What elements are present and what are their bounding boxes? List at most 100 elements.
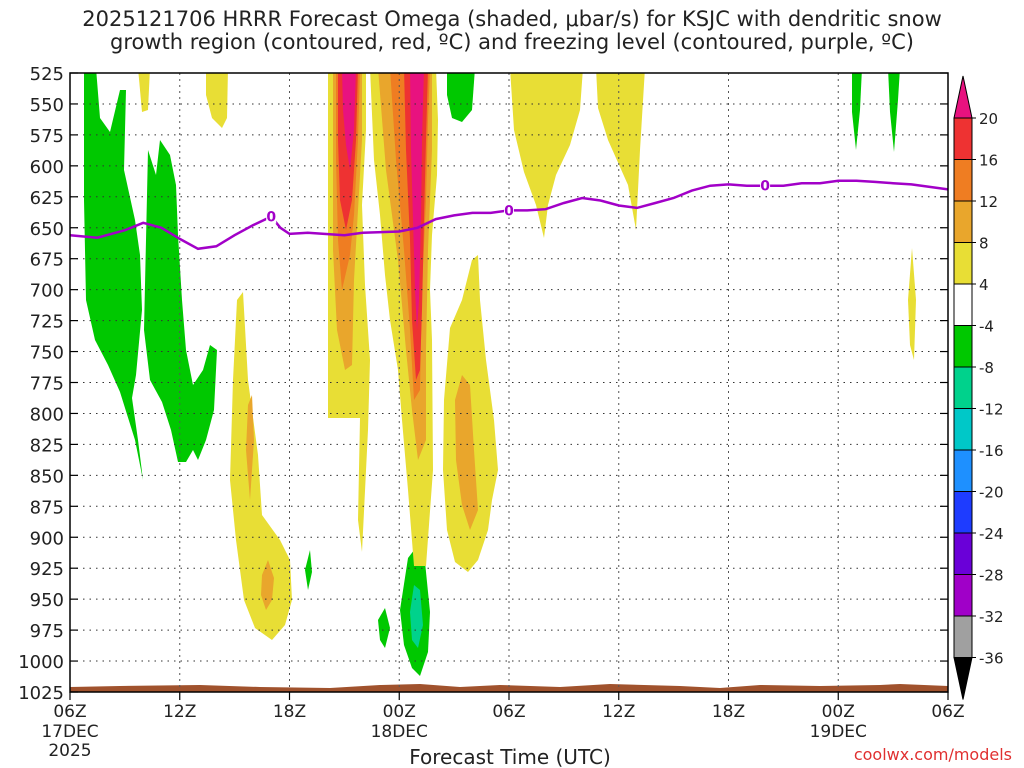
colorbar-segment [953,366,973,409]
y-tick-label: 925 [30,559,64,580]
y-tick-label: 775 [30,374,64,395]
colorbar-label: -20 [979,484,1004,502]
colorbar-label: -12 [979,401,1004,419]
y-tick-label: 750 [30,343,64,364]
y-tick-label: 625 [30,188,64,209]
colorbar-label: -8 [979,359,994,377]
x-tick-year-label: 2025 [48,741,91,761]
colorbar-segment [953,242,973,285]
omega-negative-region-small2 [378,608,390,648]
y-tick-label: 1025 [18,683,64,704]
y-tick-label: 600 [30,157,64,178]
omega-positive-level8-b [261,560,274,610]
freezing-level-label: 0 [504,203,514,219]
freezing-level-label-bg [760,177,771,193]
omega-positive-level20-a [342,73,356,170]
freezing-level-line [69,179,949,251]
omega-shading [84,73,916,676]
colorbar-label: -4 [979,318,994,336]
omega-positive-region-c [230,292,292,640]
y-tick-label: 975 [30,621,64,642]
x-tick-label: 06Z [53,702,86,722]
freezing-level-label: 0 [760,179,770,195]
omega-negative-region-right1 [852,73,862,150]
x-tick-label: 12Z [602,702,635,722]
colorbar-top-arrow [953,75,973,119]
x-tick-label: 06Z [492,702,525,722]
x-tick-label: 12Z [163,702,196,722]
y-tick-label: 1000 [18,652,64,673]
y-tick-label: 525 [30,64,64,85]
omega-negative-region-small1 [305,550,312,590]
omega-negative-region-left [84,73,143,480]
y-tick-label: 800 [30,404,64,425]
colorbar-label: 4 [979,276,989,294]
omega-negative-region-mid [144,140,217,462]
colorbar-bottom-arrow [953,657,973,700]
freezing-level-label-bg [266,208,277,224]
colorbar-segment [953,491,973,534]
freezing-level-label: 0 [266,210,276,226]
omega-negative-core-low [410,585,423,648]
y-tick-label: 575 [30,126,64,147]
colorbar-segment [953,532,973,575]
credit-text: coolwx.com/models [854,745,1012,764]
freezing-level-label-bg [504,202,514,218]
colorbar-label: 12 [979,193,998,211]
y-tick-label: 550 [30,95,64,116]
omega-positive-region-a [138,73,150,112]
omega-positive-region-b [206,73,228,128]
x-tick-label: 06Z [931,702,964,722]
freezing-level-contour: 0 0 0 [69,177,949,251]
colorbar-label: 8 [979,235,989,253]
y-tick-label: 675 [30,250,64,271]
colorbar-segment [953,283,973,326]
colorbar-label: -28 [979,567,1004,585]
x-tick-label: 18Z [712,702,745,722]
y-tick-label: 875 [30,497,64,518]
omega-positive-level20-b [410,73,424,330]
omega-positive-region-h [596,73,645,230]
x-tick-label: 00Z [822,702,855,722]
omega-positive-level8-a [246,395,254,500]
y-tick-label: 850 [30,466,64,487]
title-line-2: growth region (contoured, red, ºC) and f… [110,30,914,54]
colorbar-label: -36 [979,650,1004,668]
omega-negative-region-top [447,73,475,122]
colorbar-label: -16 [979,442,1004,460]
colorbar-segment [953,615,973,658]
plot-frame [69,72,949,693]
colorbar-segment [953,408,973,451]
x-axis-title: Forecast Time (UTC) [409,745,611,768]
y-tick-label: 650 [30,219,64,240]
x-tick-label: 18Z [273,702,306,722]
colorbar-label: 20 [979,110,998,128]
colorbar-segment [953,574,973,617]
colorbar-segment [953,449,973,492]
colorbar-label: -32 [979,608,1004,626]
chart-title: 2025121706 HRRR Forecast Omega (shaded, … [0,8,1024,54]
y-tick-label: 950 [30,590,64,611]
y-tick-label: 725 [30,312,64,333]
x-tick-date-label: 18DEC [371,722,428,742]
colorbar-segment [953,325,973,368]
colorbar-label: 16 [979,152,998,170]
x-tick-label: 00Z [383,702,416,722]
y-tick-label: 700 [30,281,64,302]
colorbar-label: -24 [979,525,1004,543]
x-tick-date-label: 17DEC [41,722,98,742]
omega-positive-region-i [908,248,916,360]
y-tick-label: 900 [30,528,64,549]
colorbar-segment [953,200,973,243]
x-tick-date-label: 19DEC [810,722,867,742]
terrain-strip [70,684,948,692]
omega-positive-region-g [510,73,583,238]
colorbar: 20 16 12 8 4 -4 -8 -12 -16 -20 -24 -28 -32 -36 [953,75,1004,700]
title-line-1: 2025121706 HRRR Forecast Omega (shaded, … [82,7,942,31]
grid-lines [69,72,949,700]
y-axis: 525 550 575 600 625 650 675 700 725 750 775 800 825 8… [18,64,64,704]
colorbar-segment [953,117,973,160]
colorbar-segment [953,159,973,202]
